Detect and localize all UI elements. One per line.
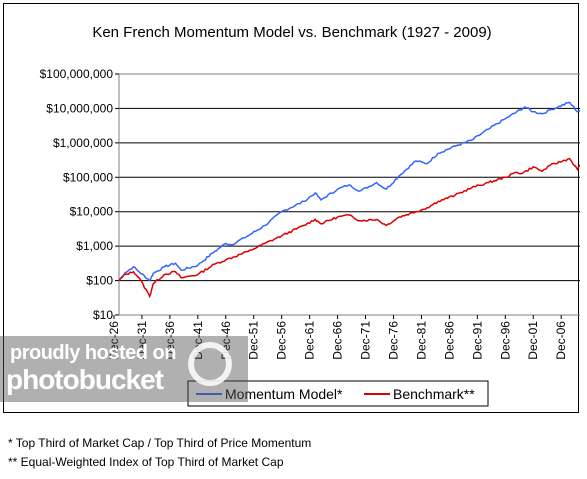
plot-area (118, 73, 580, 316)
chart-frame: Ken French Momentum Model vs. Benchmark … (3, 3, 580, 413)
y-tick-label: $1,000 (76, 239, 113, 253)
x-tick-label: Dec-41 (191, 321, 205, 360)
legend-label-momentum: Momentum Model* (225, 386, 343, 402)
x-tick-label: Dec-36 (163, 321, 177, 360)
x-tick-label: Dec-96 (498, 321, 512, 360)
y-tick-label: $10 (93, 308, 113, 322)
x-tick-label: Dec-86 (442, 321, 456, 360)
line-chart: Ken French Momentum Model vs. Benchmark … (40, 24, 580, 407)
legend: Momentum Model* Benchmark** (187, 380, 489, 407)
x-tick-label: Dec-76 (386, 321, 400, 360)
x-tick-label: Dec-01 (526, 321, 540, 360)
series-line-benchmark (118, 157, 580, 299)
x-tick-label: Dec-71 (359, 321, 373, 360)
x-tick-label: Dec-51 (247, 321, 261, 360)
y-tick-label: $10,000,000 (46, 101, 113, 115)
x-tick-label: Dec-81 (414, 321, 428, 360)
x-tick-label: Dec-66 (331, 321, 345, 360)
gridlines (119, 73, 580, 316)
x-tick-label: Dec-31 (135, 321, 149, 360)
series-line-momentum (118, 101, 580, 282)
y-tick-label: $100,000 (63, 170, 113, 184)
series-lines (118, 101, 580, 299)
legend-label-benchmark: Benchmark** (393, 386, 475, 402)
x-axis: Dec-26 Dec-31 Dec-36 Dec-41 Dec-46 Dec-51 Dec-… (107, 315, 568, 360)
y-tick-label: $10,000 (70, 205, 114, 219)
x-tick-label: Dec-91 (470, 321, 484, 360)
legend-box (187, 380, 489, 407)
x-tick-label: Dec-06 (554, 321, 568, 360)
x-tick-label: Dec-26 (107, 321, 121, 360)
x-tick-label: Dec-61 (303, 321, 317, 360)
x-tick-label: Dec-56 (275, 321, 289, 360)
y-axis: $10 $100 $1,000 $10,000 $100,000 $1,000,000 $1… (40, 67, 119, 322)
y-tick-label: $100,000,000 (40, 67, 114, 81)
y-tick-label: $1,000,000 (53, 136, 113, 150)
footnote-1: * Top Third of Market Cap / Top Third of… (8, 436, 312, 450)
y-tick-label: $100 (86, 274, 113, 288)
footnote-2: ** Equal-Weighted Index of Top Third of … (8, 455, 284, 469)
x-tick-label: Dec-46 (219, 321, 233, 360)
chart-title: Ken French Momentum Model vs. Benchmark … (92, 24, 491, 41)
